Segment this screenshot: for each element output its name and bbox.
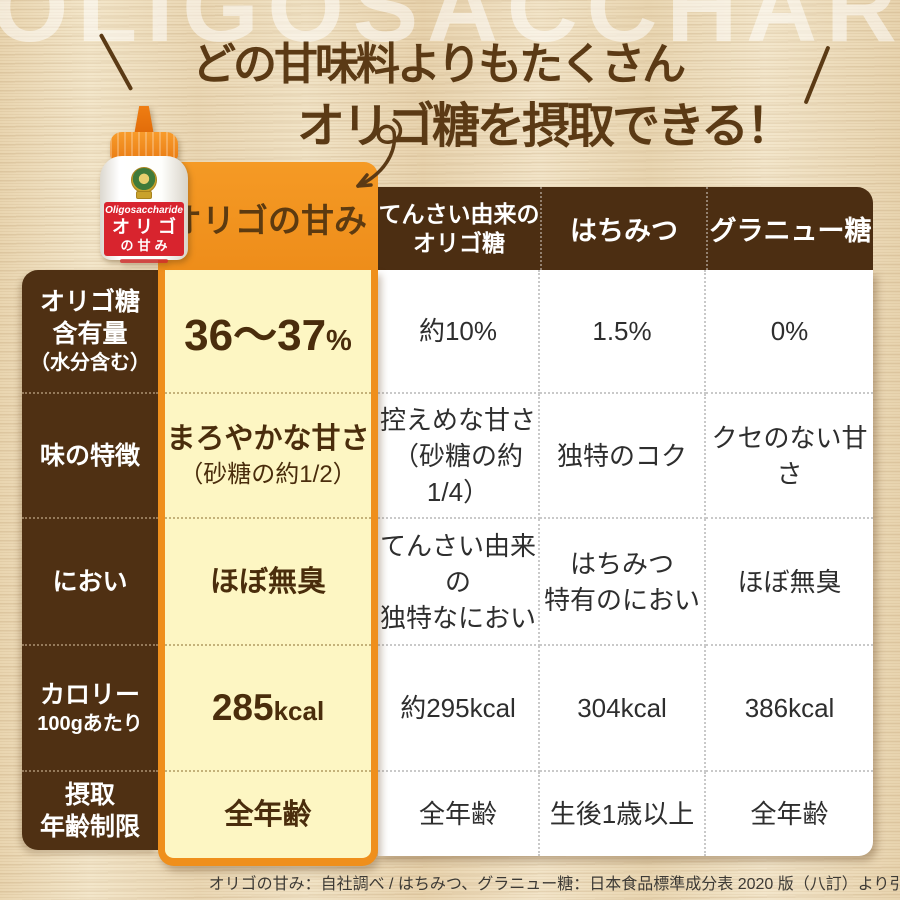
highlight-cell-oligo-content: 36～37%: [165, 270, 371, 394]
row-label-age-limit: 摂取 年齢制限: [39, 781, 140, 841]
cell-oligo-content-beet: 約10%: [378, 270, 540, 394]
cell-smell-honey: はちみつ 特有のにおい: [540, 519, 706, 646]
highlight-column-body: 36～37% まろやかな甘さ （砂糖の約1/2） ほぼ無臭 285kcal 全年…: [158, 270, 378, 866]
cell-oligo-content-sugar: 0%: [706, 270, 873, 394]
cell-oligo-content-honey: 1.5%: [540, 270, 706, 394]
bottle-brand-en: Oligosaccharide: [105, 204, 183, 216]
cell-age-sugar: 全年齢: [750, 799, 829, 829]
row-label-column: オリゴ糖 含有量 （水分含む） 味の特徴 におい カロリー 100gあたり 摂取…: [22, 270, 158, 850]
column-header-beet-oligo: てんさい由来の オリゴ糖: [378, 200, 540, 256]
bottle-label: Oligosaccharide オリゴ の甘み: [104, 202, 184, 256]
highlight-column-header: オリゴの甘み: [158, 162, 378, 270]
row-label-oligo-content: オリゴ糖 含有量 （水分含む）: [22, 270, 158, 394]
gold-medal-icon: [131, 167, 157, 193]
row-label-calories: カロリー 100gあたり: [22, 646, 158, 772]
headline-line2: オリゴ糖を摂取できる！: [297, 100, 794, 153]
cell-smell-sugar: ほぼ無臭: [706, 519, 873, 646]
bottle-brand-jp2: の甘み: [120, 237, 172, 253]
headline-line1: どの甘味料よりもたくさん: [192, 40, 686, 89]
bottle-body: Oligosaccharide オリゴ の甘み: [100, 156, 188, 263]
cell-calories-honey: 304kcal: [540, 646, 706, 772]
curved-arrow-icon: [356, 118, 403, 188]
cell-age-beet: 全年齢: [378, 772, 540, 856]
bottle-brand-jp1: オリゴ: [112, 216, 181, 237]
column-header-honey: はちみつ: [540, 187, 706, 270]
cell-taste-honey: 独特のコク: [540, 394, 706, 519]
highlight-cell-age: 全年齢: [224, 799, 312, 831]
highlight-cell-taste: まろやかな甘さ （砂糖の約1/2）: [165, 394, 371, 519]
cell-age-honey: 生後1歳以上: [540, 772, 706, 856]
cell-calories-beet: 約295kcal: [378, 646, 540, 772]
cell-taste-beet: 控えめな甘さ （砂糖の約1/4）: [378, 394, 540, 519]
bottle-spout-icon: [133, 106, 155, 136]
source-footnote: オリゴの甘み：自社調べ / はちみつ、グラニュー糖：日本食品標準成分表 2020…: [208, 876, 900, 893]
highlight-cell-smell: ほぼ無臭: [165, 519, 371, 646]
bottle-cap-icon: [110, 132, 178, 160]
cell-taste-sugar: クセのない甘さ: [706, 394, 873, 519]
background-watermark-text: OLIGOSACCHARIDE: [0, 0, 900, 62]
bottle-maker-text-strip: [120, 259, 168, 263]
product-bottle: Oligosaccharide オリゴ の甘み: [98, 106, 190, 263]
row-label-taste: 味の特徴: [22, 394, 158, 519]
cell-calories-sugar: 386kcal: [706, 646, 873, 772]
comparison-table-body: 約10% 1.5% 0% 控えめな甘さ （砂糖の約1/4） 独特のコク クセのな…: [378, 270, 873, 856]
column-header-granulated-sugar: グラニュー糖: [706, 187, 873, 270]
cell-smell-beet: てんさい由来の 独特なにおい: [378, 519, 540, 646]
medal-ribbon-icon: [136, 191, 152, 199]
highlight-column-title: オリゴの甘み: [169, 204, 367, 240]
highlight-cell-calories: 285kcal: [165, 646, 371, 772]
table-column-headers: てんさい由来の オリゴ糖 はちみつ グラニュー糖: [378, 187, 873, 270]
row-label-smell: におい: [22, 519, 158, 646]
